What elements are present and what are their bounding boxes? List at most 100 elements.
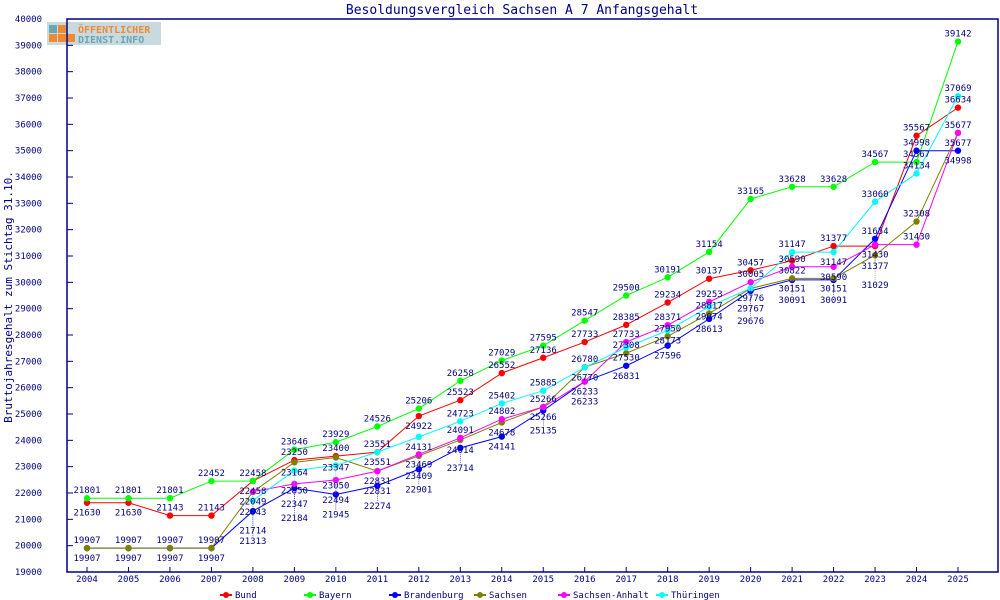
data-point — [830, 275, 837, 282]
data-point — [913, 158, 920, 166]
x-tick-label: 2012 — [408, 575, 430, 585]
data-label: 31147 — [820, 258, 847, 268]
y-tick-label: 31000 — [15, 252, 42, 262]
data-point — [664, 299, 671, 306]
data-point — [705, 303, 713, 310]
data-label: 21630 — [115, 509, 142, 519]
data-point — [664, 342, 671, 349]
data-label: 22184 — [281, 514, 308, 524]
data-label: 34567 — [903, 150, 930, 160]
y-tick-label: 39000 — [15, 41, 42, 51]
data-point — [954, 38, 962, 45]
data-point — [871, 198, 879, 205]
data-label: 19907 — [156, 536, 183, 546]
data-label: 19907 — [73, 554, 100, 564]
data-label: 22458 — [239, 487, 266, 497]
data-label: 31654 — [862, 227, 889, 237]
data-label: 22901 — [405, 485, 432, 495]
data-label: 33165 — [737, 187, 764, 197]
x-tick-label: 2005 — [118, 575, 140, 585]
data-point — [83, 544, 91, 552]
data-point — [166, 544, 174, 552]
data-point — [125, 544, 132, 552]
y-tick-label: 24000 — [15, 436, 42, 446]
data-point — [498, 357, 505, 364]
x-tick-label: 2006 — [159, 575, 181, 585]
data-label: 30151 — [820, 284, 847, 294]
data-label: 26780 — [571, 355, 598, 365]
data-label: 23400 — [322, 444, 349, 454]
x-tick-label: 2011 — [366, 575, 388, 585]
y-tick-label: 23000 — [15, 463, 42, 473]
data-point — [747, 279, 754, 286]
data-point — [913, 241, 920, 248]
x-tick-label: 2004 — [76, 575, 98, 585]
data-point — [622, 362, 630, 369]
data-point — [415, 405, 423, 412]
legend-marker-dot — [307, 592, 313, 598]
y-tick-label: 30000 — [15, 278, 42, 288]
x-tick-label: 2007 — [201, 575, 223, 585]
data-label: 22831 — [364, 487, 391, 497]
data-label: 24526 — [364, 414, 391, 424]
data-point — [913, 132, 920, 139]
data-point — [664, 327, 671, 334]
data-label: 22458 — [239, 469, 266, 479]
data-label: 28385 — [613, 313, 640, 323]
data-point — [622, 350, 630, 357]
data-label: 30151 — [779, 284, 806, 294]
data-label: 28817 — [696, 301, 723, 311]
data-point — [540, 387, 547, 394]
data-point — [622, 338, 630, 346]
data-label: 23164 — [281, 468, 308, 478]
data-point — [871, 158, 879, 166]
data-point — [125, 495, 132, 502]
x-tick-label: 2021 — [781, 575, 803, 585]
data-label: 26552 — [488, 361, 515, 371]
legend-marker-dot — [561, 592, 567, 598]
data-label: 27308 — [613, 341, 640, 351]
x-tick-label: 2009 — [284, 575, 306, 585]
y-tick-label: 25000 — [15, 410, 42, 420]
data-label: 27733 — [613, 330, 640, 340]
data-point — [664, 322, 671, 329]
data-point — [540, 342, 547, 349]
data-point — [747, 285, 754, 292]
y-tick-label: 26000 — [15, 384, 42, 394]
x-tick-label: 2018 — [657, 575, 679, 585]
data-point — [291, 446, 298, 453]
data-label: 21801 — [156, 486, 183, 496]
y-tick-label: 22000 — [15, 489, 42, 499]
data-label: 19907 — [115, 536, 142, 546]
data-label: 32308 — [903, 210, 930, 220]
data-point — [498, 400, 505, 407]
legend-marker-dot — [659, 592, 665, 598]
data-label: 22452 — [198, 469, 225, 479]
data-point — [125, 499, 132, 506]
data-label: 22850 — [281, 487, 308, 497]
data-label: 24922 — [405, 422, 432, 432]
data-point — [788, 248, 796, 256]
x-tick-label: 2025 — [947, 575, 969, 585]
data-point — [622, 344, 630, 351]
legend-label: Sachsen — [489, 591, 527, 600]
data-label: 25523 — [447, 388, 474, 398]
y-tick-label: 38000 — [15, 68, 42, 78]
data-label: 19907 — [198, 554, 225, 564]
data-label: 24131 — [405, 443, 432, 453]
data-label: 25885 — [530, 379, 557, 389]
data-label: 26831 — [613, 372, 640, 382]
data-label: 27733 — [571, 330, 598, 340]
data-label: 30590 — [820, 273, 847, 283]
y-tick-label: 28000 — [15, 331, 42, 341]
x-tick-label: 2010 — [325, 575, 347, 585]
data-label: 22043 — [239, 508, 266, 518]
data-label: 27136 — [530, 346, 557, 356]
data-point — [705, 275, 713, 282]
y-tick-label: 27000 — [15, 357, 42, 367]
x-tick-label: 2020 — [740, 575, 762, 585]
data-point — [954, 129, 962, 137]
chart-title: Besoldungsvergleich Sachsen A 7 Anfangsg… — [346, 3, 698, 18]
data-point — [374, 448, 381, 456]
data-label: 21714 — [239, 527, 266, 537]
